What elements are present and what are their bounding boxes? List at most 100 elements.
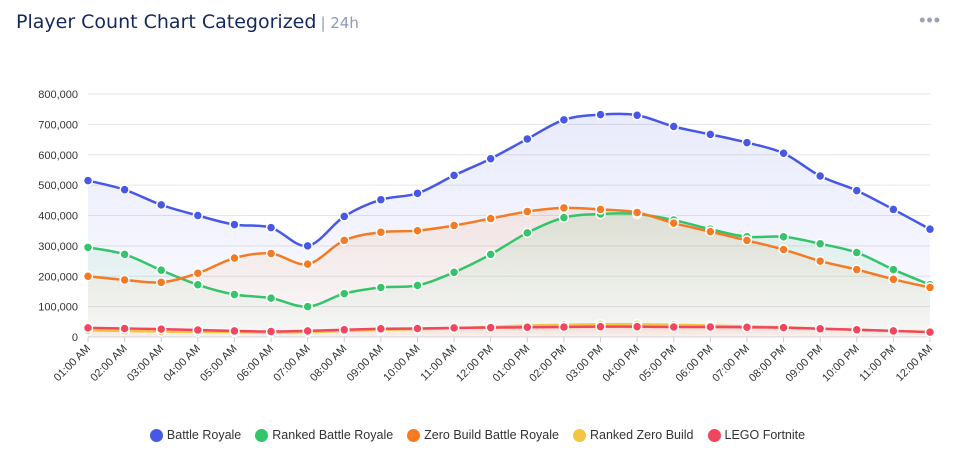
y-tick-label: 500,000	[38, 180, 78, 192]
data-point	[741, 322, 753, 333]
data-point	[339, 288, 350, 299]
data-point	[595, 109, 606, 120]
data-point	[705, 129, 716, 140]
data-point	[631, 321, 643, 332]
data-point	[668, 121, 679, 132]
x-tick-label: 05:00 PM	[637, 343, 679, 385]
page-title: Player Count Chart Categorized | 24h	[16, 11, 359, 33]
data-point	[851, 185, 863, 196]
data-point	[485, 249, 496, 260]
data-point	[82, 271, 94, 282]
legend-label: LEGO Fortnite	[724, 428, 806, 442]
x-tick-label: 04:00 PM	[600, 343, 642, 385]
data-point	[229, 289, 240, 300]
data-point	[522, 227, 533, 239]
data-point	[82, 175, 94, 186]
x-tick-label: 12:00 AM	[894, 343, 935, 384]
data-point	[155, 277, 167, 288]
data-point	[851, 324, 863, 335]
data-point	[265, 222, 277, 233]
data-point	[82, 242, 94, 253]
data-point	[302, 325, 313, 337]
y-tick-label: 100,000	[38, 302, 78, 314]
data-point	[851, 264, 863, 275]
x-tick-label: 02:00 PM	[527, 343, 569, 385]
data-point	[448, 322, 460, 334]
x-tick-label: 06:00 PM	[674, 343, 716, 385]
x-tick-label: 11:00 PM	[857, 343, 898, 384]
data-point	[339, 235, 350, 246]
data-point	[814, 238, 826, 249]
data-point	[558, 212, 570, 223]
chart-subtitle: | 24h	[320, 14, 359, 32]
data-point	[265, 326, 277, 337]
data-point	[888, 204, 899, 215]
data-point	[229, 219, 240, 230]
legend-label: Zero Build Battle Royale	[424, 428, 559, 442]
x-tick-label: 01:00 AM	[52, 343, 93, 384]
ellipsis-icon[interactable]: •••	[919, 10, 941, 30]
series-area	[88, 326, 930, 337]
data-point	[119, 274, 130, 286]
y-tick-label: 800,000	[38, 89, 78, 101]
data-point	[119, 184, 130, 195]
legend-item[interactable]: Ranked Zero Build	[572, 428, 694, 442]
data-point	[155, 323, 167, 335]
data-point	[595, 204, 606, 215]
x-tick-label: 09:00 AM	[345, 343, 386, 384]
data-point	[155, 199, 167, 211]
data-point	[778, 322, 789, 333]
data-point	[119, 323, 130, 334]
data-point	[888, 274, 899, 285]
x-tick-label: 04:00 AM	[162, 343, 203, 384]
data-point	[741, 235, 753, 246]
data-point	[668, 321, 679, 333]
data-point	[778, 231, 789, 243]
data-point	[522, 322, 533, 333]
data-point	[705, 321, 716, 333]
data-point	[631, 207, 643, 218]
legend-marker-icon	[407, 428, 421, 442]
data-point	[412, 225, 423, 236]
data-point	[522, 133, 533, 145]
y-tick-label: 600,000	[38, 150, 78, 162]
data-point	[302, 240, 313, 252]
legend-item[interactable]: LEGO Fortnite	[707, 428, 806, 442]
data-point	[778, 244, 789, 255]
legend-marker-icon	[572, 428, 586, 442]
y-tick-label: 300,000	[38, 241, 78, 253]
data-point	[229, 252, 240, 264]
data-point	[448, 220, 460, 231]
data-point	[155, 264, 167, 276]
data-point	[888, 325, 899, 337]
data-point	[558, 202, 570, 214]
data-point	[375, 226, 387, 238]
x-tick-label: 02:00 AM	[88, 343, 129, 384]
data-point	[485, 322, 496, 333]
x-tick-label: 09:00 PM	[784, 343, 826, 385]
data-point	[924, 223, 936, 235]
data-point	[522, 206, 533, 217]
y-tick-label: 200,000	[38, 271, 78, 283]
data-point	[302, 258, 313, 270]
data-point	[558, 321, 570, 333]
data-point	[485, 153, 496, 164]
legend-item[interactable]: Ranked Battle Royale	[255, 428, 393, 442]
data-point	[412, 323, 423, 334]
data-point	[192, 267, 204, 279]
data-point	[265, 292, 277, 304]
data-point	[412, 280, 423, 291]
data-point	[375, 282, 387, 293]
data-point	[741, 137, 753, 148]
data-point	[814, 255, 826, 267]
data-point	[265, 248, 277, 259]
legend-item[interactable]: Zero Build Battle Royale	[407, 428, 559, 442]
x-tick-label: 11:00 AM	[418, 343, 459, 384]
y-tick-label: 0	[72, 332, 78, 344]
legend-label: Ranked Battle Royale	[272, 428, 394, 442]
data-point	[595, 321, 606, 332]
data-point	[192, 210, 204, 221]
data-point	[924, 282, 936, 293]
data-point	[119, 249, 130, 260]
legend-item[interactable]: Battle Royale	[149, 428, 241, 442]
